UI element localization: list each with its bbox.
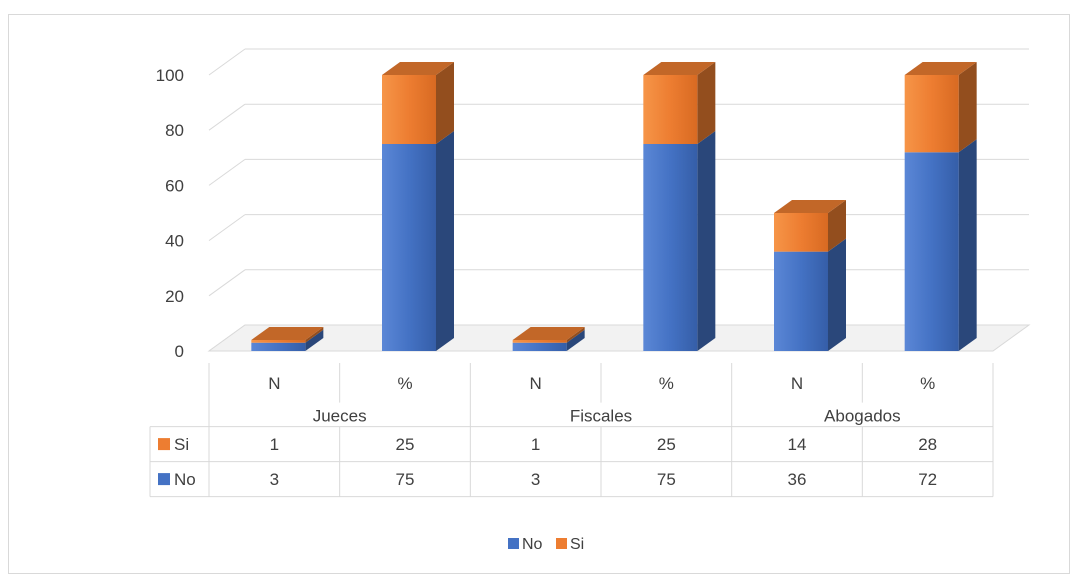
bar-segment-no bbox=[251, 329, 324, 351]
bar-front-face bbox=[382, 144, 436, 351]
table-cell-value: 36 bbox=[788, 470, 807, 489]
bar-segment-no bbox=[774, 238, 846, 351]
bar-top-face bbox=[512, 326, 585, 340]
bar-side-face bbox=[566, 329, 585, 351]
x-subcategory-label: % bbox=[397, 374, 412, 393]
table-cell-value: 1 bbox=[270, 435, 279, 454]
data-table: N% N% N % Jueces Fiscales Abogados Si 1 25 1 25 14 28… bbox=[149, 363, 994, 498]
legend-key-no bbox=[508, 538, 519, 549]
bar-side-face bbox=[828, 200, 846, 252]
bar-segment-no bbox=[643, 131, 716, 351]
table-series-label: Si bbox=[174, 435, 189, 454]
plot-area: 0 20 40 60 80 100 bbox=[156, 48, 1031, 361]
bar-front-face bbox=[774, 213, 828, 252]
bar-segment-no bbox=[382, 131, 454, 351]
bar-segment-si bbox=[904, 62, 977, 153]
table-cell-value: 25 bbox=[396, 435, 415, 454]
table-cell-value: 28 bbox=[918, 435, 937, 454]
bar-side-face bbox=[697, 62, 716, 144]
table-legend-key bbox=[158, 438, 170, 451]
table-cell-value: 14 bbox=[788, 435, 807, 454]
gridline-side bbox=[208, 269, 246, 297]
bar-side-face bbox=[436, 62, 454, 144]
bar-segment-si bbox=[251, 326, 324, 343]
x-group-label: Jueces bbox=[313, 407, 367, 426]
bar-top-face bbox=[904, 62, 977, 75]
gridline-side bbox=[208, 103, 246, 131]
x-subcategory-label: N bbox=[268, 374, 280, 393]
bar-segment-no bbox=[904, 139, 977, 351]
bar-segment-si bbox=[774, 200, 846, 252]
table-legend-key bbox=[158, 473, 170, 486]
bar-front-face bbox=[904, 75, 959, 153]
chart-frame: 0 20 40 60 80 100 N% N% N% Jueces Fiscales Abogado… bbox=[8, 14, 1070, 574]
y-tick-label: 80 bbox=[165, 121, 184, 140]
x-subcategory-label: N bbox=[791, 374, 803, 393]
y-tick-label: 20 bbox=[165, 287, 184, 306]
gridline-side bbox=[208, 158, 246, 186]
legend-label: Si bbox=[570, 536, 584, 553]
y-tick-label: 60 bbox=[165, 176, 184, 195]
bar-side-face bbox=[697, 131, 716, 351]
table-cell-value: 75 bbox=[396, 470, 415, 489]
x-group-label: Fiscales bbox=[570, 407, 632, 426]
bar-front-face bbox=[382, 75, 436, 144]
x-group-label: Abogados bbox=[824, 407, 901, 426]
bar-front-face bbox=[643, 144, 698, 351]
table-cell-value: 72 bbox=[918, 470, 937, 489]
y-tick-label: 40 bbox=[165, 232, 184, 251]
bar-front-face bbox=[512, 342, 567, 351]
x-subcategory-label: N bbox=[530, 374, 542, 393]
bar-top-face bbox=[774, 200, 846, 213]
bar-side-face bbox=[305, 326, 324, 343]
bar-segment-si bbox=[512, 326, 585, 343]
x-subcategory-label: % bbox=[659, 374, 674, 393]
bar-front-face bbox=[904, 152, 959, 351]
bar-side-face bbox=[305, 329, 324, 351]
bar-top-face bbox=[251, 326, 324, 340]
table-cell-value: 3 bbox=[531, 470, 540, 489]
bar-top-face bbox=[643, 62, 716, 75]
table-cell-value: 75 bbox=[657, 470, 676, 489]
legend: No Si bbox=[508, 536, 584, 553]
bar-segment-si bbox=[382, 62, 454, 144]
x-subcategory-label: % bbox=[920, 374, 935, 393]
bar-side-face bbox=[958, 139, 977, 351]
table-series-label: No bbox=[174, 470, 196, 489]
gridline-side bbox=[208, 214, 246, 242]
bar-side-face bbox=[958, 62, 977, 153]
y-tick-label: 0 bbox=[175, 342, 184, 361]
bar-segment-no bbox=[512, 329, 585, 351]
table-cell-value: 1 bbox=[531, 435, 540, 454]
bar-front-face bbox=[512, 339, 567, 343]
bar-front-face bbox=[643, 75, 698, 144]
legend-label: No bbox=[522, 536, 543, 553]
bar-side-face bbox=[436, 131, 454, 351]
bar-side-face bbox=[828, 238, 846, 351]
bar-segment-si bbox=[643, 62, 716, 144]
legend-key-si bbox=[556, 538, 567, 549]
table-cell-value: 3 bbox=[270, 470, 279, 489]
bar-side-face bbox=[566, 326, 585, 343]
chart-svg: 0 20 40 60 80 100 N% N% N % Jueces Fiscales Abogado… bbox=[149, 48, 1031, 553]
table-cell-value: 25 bbox=[657, 435, 676, 454]
bar-front-face bbox=[251, 342, 306, 351]
bar-front-face bbox=[774, 251, 828, 351]
bar-front-face bbox=[251, 339, 306, 343]
gridline-side bbox=[208, 48, 246, 76]
bar-top-face bbox=[382, 62, 454, 75]
y-tick-label: 100 bbox=[156, 66, 184, 85]
